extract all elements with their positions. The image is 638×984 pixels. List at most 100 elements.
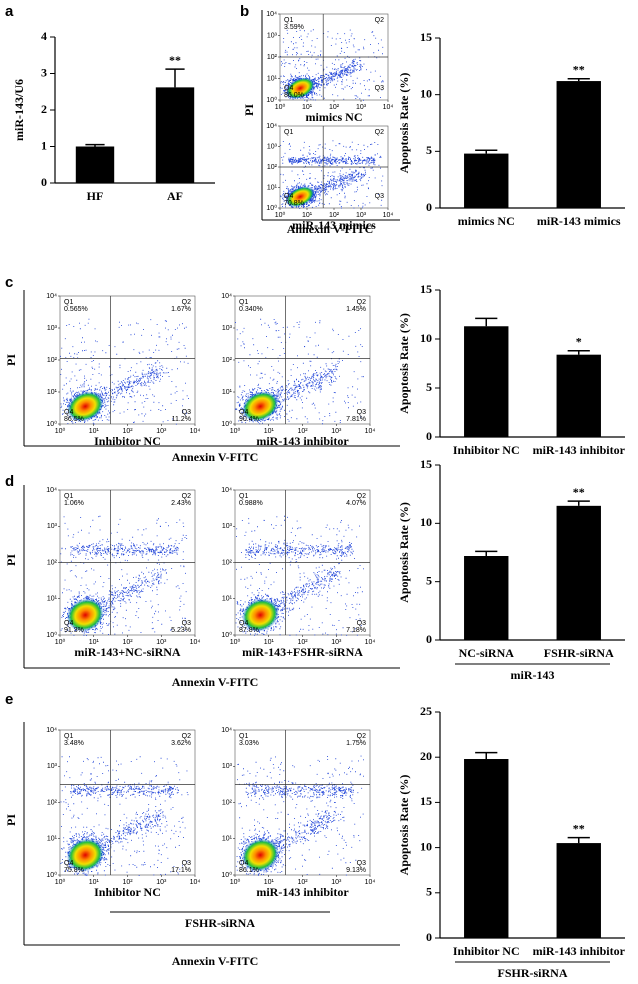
x-tick-label: 10⁴ [190,639,201,646]
x-tick-label: NC-siRNA [459,646,515,660]
y-tick-label: 10³ [47,523,58,530]
quadrant-percent: 0.988% [239,500,263,507]
y-tick-label: 10⁰ [46,631,57,639]
x-tick-label: 10¹ [264,428,275,435]
y-tick-label: 10⁴ [266,11,277,18]
y-tick-label: 10⁴ [221,487,232,494]
y-tick-label: 10³ [47,763,58,770]
quadrant-percent: 75.8% [64,867,84,874]
y-tick-label: 10² [222,559,233,566]
y-tick-label: 10² [47,799,58,806]
quadrant-percent: 4.07% [346,500,366,507]
y-tick-label: 15 [420,30,432,44]
y-tick-label: 10⁰ [221,631,232,639]
y-tick-label: 10⁴ [221,293,232,300]
bar [556,354,601,437]
x-tick-label: 10⁴ [383,212,394,219]
bar [464,556,509,640]
quadrant-percent: 87.8% [239,627,259,634]
x-tick-label: 10¹ [302,104,313,111]
y-tick-label: 10¹ [267,184,278,191]
x-tick-label: 10⁴ [190,428,201,435]
quadrant-name: Q3 [357,620,366,627]
panel-letter: e [5,691,13,708]
y-tick-label: 15 [420,282,432,296]
plot-label: miR-143 inhibitor [256,434,349,448]
quadrant-percent: 5.23% [171,627,191,634]
x-axis-label: Annexin V-FITC [172,450,259,464]
y-tick-label: 15 [420,794,432,808]
quadrant-percent: 3.03% [239,740,259,747]
quadrant-percent: 7.81% [346,416,366,423]
y-tick-label: 10⁰ [221,871,232,879]
x-tick-label: 10² [329,212,340,219]
x-tick-label: 10⁰ [230,638,241,646]
y-tick-label: 10³ [222,325,233,332]
quadrant-name: Q2 [375,17,384,24]
y-tick-label: 10⁴ [46,487,57,494]
quadrant-percent: 86.0% [284,92,304,99]
y-axis-label: Apoptosis Rate (%) [397,313,411,414]
x-tick-label: 10² [297,639,308,646]
x-tick-label: 10⁴ [383,104,394,111]
quadrant-percent: 7.18% [346,627,366,634]
quadrant-name: Q1 [239,733,248,740]
panel-letter: b [240,3,249,20]
x-tick-label: mimics NC [458,214,515,228]
y-tick-label: 0 [426,200,432,214]
x-tick-label: 10¹ [264,879,275,886]
quadrant-percent: 86.5% [64,416,84,423]
bar [556,81,601,208]
quadrant-percent: 86.1% [239,867,259,874]
y-tick-label: 10² [222,357,233,364]
quadrant-percent: 3.62% [171,740,191,747]
density-spot [241,838,279,872]
y-tick-label: 10⁴ [266,123,277,130]
quadrant-name: Q1 [239,493,248,500]
quadrant-name: Q2 [357,493,366,500]
x-tick-label: 10² [297,879,308,886]
significance: ** [573,63,585,77]
quadrant-name: Q2 [357,299,366,306]
plot-label: miR-143 inhibitor [256,885,349,899]
event-dots [60,318,189,425]
density-spot [66,598,104,632]
x-tick-label: 10² [329,104,340,111]
bar [75,146,115,183]
quadrant-percent: 11.2% [172,416,191,423]
y-tick-label: 10³ [222,763,233,770]
quadrant-name: Q4 [239,620,248,627]
y-tick-label: 3 [41,65,47,79]
quadrant-name: Q4 [239,860,248,867]
y-axis-label: Apoptosis Rate (%) [397,775,411,876]
group-label: FSHR-siRNA [497,966,567,980]
quadrant-name: Q4 [64,860,73,867]
quadrant-name: Q3 [357,409,366,416]
bar [464,153,509,208]
y-tick-label: 5 [426,380,432,394]
x-tick-label: 10⁰ [230,878,241,886]
y-tick-label: 0 [41,175,47,189]
significance: ** [573,821,585,835]
quadrant-name: Q2 [357,733,366,740]
density-spot [66,838,104,872]
quadrant-name: Q4 [64,620,73,627]
density-spot [285,77,315,99]
quadrant-name: Q1 [64,733,73,740]
y-tick-label: 4 [41,29,47,43]
x-axis-label: Annexin V-FITC [287,222,374,236]
y-tick-label: 10 [420,515,432,529]
y-axis-label: Apoptosis Rate (%) [397,73,411,174]
plot-label: mimics NC [306,110,363,124]
quadrant-name: Q2 [182,733,191,740]
y-tick-label: 0 [426,429,432,443]
x-tick-label: miR-143 mimics [537,214,621,228]
bar [155,87,195,183]
density-spot [286,186,315,208]
y-tick-label: 10¹ [267,75,278,82]
y-tick-label: 25 [420,704,432,718]
y-tick-label: 10⁰ [46,871,57,879]
quadrant-name: Q1 [284,129,293,136]
x-tick-label: Inhibitor NC [453,944,520,958]
y-tick-label: 10⁰ [221,420,232,428]
